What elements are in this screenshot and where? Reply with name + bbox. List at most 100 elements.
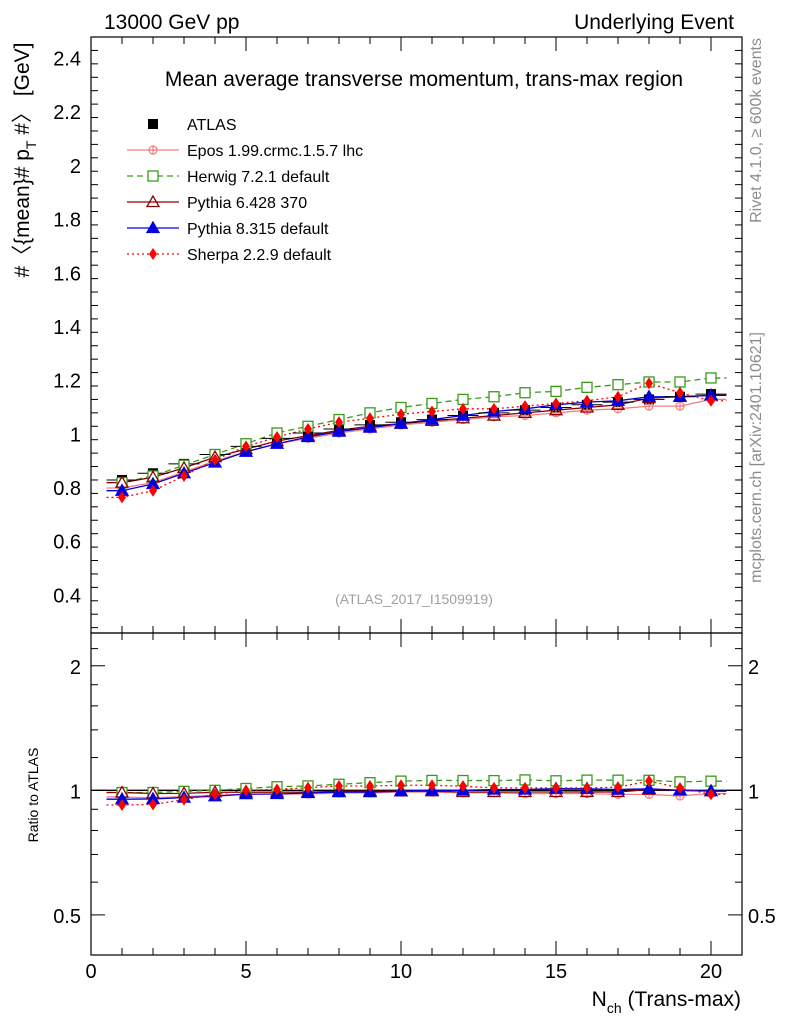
legend-label-sherpa-2-2-9-default: Sherpa 2.2.9 default bbox=[187, 247, 332, 264]
plot-title: Mean average transverse momentum, trans-… bbox=[165, 68, 683, 91]
ratio-point-sherpa-2-2-9-default bbox=[490, 781, 498, 794]
point-sherpa-2-2-9-default bbox=[428, 405, 436, 418]
legend-label-herwig-7-2-1-default: Herwig 7.2.1 default bbox=[187, 169, 330, 186]
main-markers-group bbox=[106, 372, 727, 504]
x-tick-label: 10 bbox=[390, 961, 412, 983]
ratio-point-sherpa-2-2-9-default bbox=[614, 781, 622, 794]
series-line-pythia-8-315-default bbox=[106, 394, 727, 492]
ratio-point-sherpa-2-2-9-default bbox=[211, 788, 219, 801]
point-herwig-7-2-1-default bbox=[519, 387, 531, 399]
analysis-tag: (ATLAS_2017_I1509919) bbox=[335, 591, 493, 607]
ratio-point-sherpa-2-2-9-default bbox=[397, 779, 405, 792]
main-plot-panel: 0.4 0.6 0.8 1 1.2 1.4 1.6 1.8 2 2.2 2.4 (ATLAS_201… bbox=[53, 36, 743, 634]
ratio-point-sherpa-2-2-9-default bbox=[707, 788, 715, 801]
series-line-sherpa-2-2-9-default bbox=[106, 382, 727, 499]
point-herwig-7-2-1-default bbox=[612, 379, 624, 391]
series-line-epos-1-99-crmc-1-5-7-lhc bbox=[106, 398, 727, 489]
ratio-point-sherpa-2-2-9-default bbox=[428, 779, 436, 792]
legend-marker-pythia-8-315-default bbox=[145, 220, 161, 234]
ratio-line-herwig-7-2-1-default bbox=[106, 779, 727, 794]
point-sherpa-2-2-9-default bbox=[645, 377, 653, 390]
x-tick-label: 0 bbox=[85, 961, 96, 983]
y-tick-label: 0.8 bbox=[53, 478, 81, 500]
point-sherpa-2-2-9-default bbox=[459, 402, 467, 415]
point-pythia-8-315-default bbox=[331, 424, 347, 437]
main-series-group bbox=[106, 377, 727, 499]
header: 13000 GeV pp Underlying Event bbox=[104, 11, 734, 34]
y-tick-label: 2 bbox=[70, 156, 81, 178]
y-tick-label: 2.2 bbox=[53, 102, 81, 124]
point-herwig-7-2-1-default bbox=[550, 385, 562, 398]
ratio-y-tick-label-right: 1 bbox=[748, 781, 759, 803]
legend-marker-herwig-7-2-1-default bbox=[147, 170, 159, 182]
ratio-point-sherpa-2-2-9-default bbox=[366, 780, 374, 793]
point-pythia-8-315-default bbox=[393, 416, 409, 429]
ratio-point-sherpa-2-2-9-default bbox=[180, 793, 188, 806]
series-line-pythia-6-428-370 bbox=[106, 394, 727, 484]
legend-marker-sherpa-2-2-9-default bbox=[149, 248, 157, 260]
y-tick-label: 1.8 bbox=[53, 210, 81, 232]
ratio-y-tick-label: 0.5 bbox=[53, 906, 81, 928]
x-axis-title: Nch (Trans-max) bbox=[592, 988, 741, 1016]
ratio-y-tick-label: 2 bbox=[70, 657, 81, 679]
ratio-point-sherpa-2-2-9-default bbox=[676, 781, 684, 794]
ratio-y-tick-label: 1 bbox=[70, 781, 81, 803]
ratio-line-epos-1-99-crmc-1-5-7-lhc bbox=[106, 791, 727, 799]
point-herwig-7-2-1-default bbox=[488, 391, 500, 403]
ratio-point-sherpa-2-2-9-default bbox=[552, 781, 560, 794]
point-sherpa-2-2-9-default bbox=[366, 412, 374, 425]
point-epos-1-99-crmc-1-5-7-lhc bbox=[675, 401, 685, 411]
ratio-point-sherpa-2-2-9-default bbox=[304, 781, 312, 794]
point-pythia-8-315-default bbox=[300, 429, 316, 443]
mcplots-source-label: mcplots.cern.ch [arXiv:2401.10621] bbox=[748, 332, 765, 583]
point-sherpa-2-2-9-default bbox=[149, 484, 157, 497]
y-axis-title: #〈{mean}# pT #〉 [GeV] bbox=[11, 42, 39, 277]
y-tick-label: 1.2 bbox=[53, 371, 81, 393]
point-sherpa-2-2-9-default bbox=[335, 416, 343, 429]
y-tick-label: 1.6 bbox=[53, 263, 81, 285]
legend: ATLAS Epos 1.99.crmc.1.5.7 lhc Herwig 7.2.… bbox=[127, 117, 363, 264]
ratio-point-sherpa-2-2-9-default bbox=[459, 780, 467, 793]
point-sherpa-2-2-9-default bbox=[273, 431, 281, 444]
ratio-y-tick-label-right: 0.5 bbox=[748, 906, 776, 928]
process-label: Underlying Event bbox=[574, 11, 734, 34]
point-sherpa-2-2-9-default bbox=[676, 386, 684, 399]
ratio-point-sherpa-2-2-9-default bbox=[335, 779, 343, 792]
rivet-version-label: Rivet 4.1.0, ≥ 600k events bbox=[748, 38, 765, 223]
collision-label: 13000 GeV pp bbox=[104, 11, 239, 34]
main-axis-ticks: 0.4 0.6 0.8 1 1.2 1.4 1.6 1.8 2 2.2 2.4 bbox=[53, 37, 743, 633]
point-sherpa-2-2-9-default bbox=[521, 400, 529, 413]
point-sherpa-2-2-9-default bbox=[583, 394, 591, 407]
y-tick-label: 0.4 bbox=[53, 585, 81, 607]
ratio-point-sherpa-2-2-9-default bbox=[149, 798, 157, 811]
x-tick-label: 15 bbox=[545, 961, 567, 983]
point-pythia-8-315-default bbox=[424, 412, 440, 425]
ratio-y-axis-label: Ratio to ATLAS bbox=[25, 748, 41, 843]
point-sherpa-2-2-9-default bbox=[180, 469, 188, 482]
ratio-point-sherpa-2-2-9-default bbox=[645, 775, 653, 788]
legend-label-pythia-8-315-default: Pythia 8.315 default bbox=[187, 221, 329, 238]
point-herwig-7-2-1-default bbox=[581, 381, 593, 394]
point-sherpa-2-2-9-default bbox=[490, 402, 498, 415]
legend-label-pythia-6-428-370: Pythia 6.428 370 bbox=[187, 195, 307, 212]
point-herwig-7-2-1-default bbox=[705, 372, 717, 384]
ratio-line-pythia-8-315-default bbox=[106, 788, 727, 800]
point-sherpa-2-2-9-default bbox=[242, 440, 250, 453]
ratio-axis-ticks: 0 5 10 15 20 0.5 0.5 1 1 2 2 bbox=[53, 632, 776, 983]
point-epos-1-99-crmc-1-5-7-lhc bbox=[644, 401, 654, 411]
x-tick-label: 20 bbox=[700, 961, 722, 983]
legend-marker-pythia-6-428-370 bbox=[145, 194, 161, 208]
y-tick-label: 1.4 bbox=[53, 317, 81, 339]
point-pythia-8-315-default bbox=[362, 420, 378, 433]
legend-label-epos-1-99-crmc-1-5-7-lhc: Epos 1.99.crmc.1.5.7 lhc bbox=[187, 143, 363, 160]
point-sherpa-2-2-9-default bbox=[614, 390, 622, 403]
x-axis-label: Nch (Trans-max) bbox=[592, 988, 741, 1016]
legend-label-atlas: ATLAS bbox=[187, 117, 237, 134]
point-pythia-8-315-default bbox=[641, 389, 657, 402]
ratio-point-sherpa-2-2-9-default bbox=[521, 781, 529, 794]
ratio-point-sherpa-2-2-9-default bbox=[242, 784, 250, 797]
ratio-line-sherpa-2-2-9-default bbox=[106, 780, 727, 806]
ratio-point-pythia-8-315-default bbox=[641, 781, 657, 794]
y-tick-label: 1 bbox=[70, 424, 81, 446]
